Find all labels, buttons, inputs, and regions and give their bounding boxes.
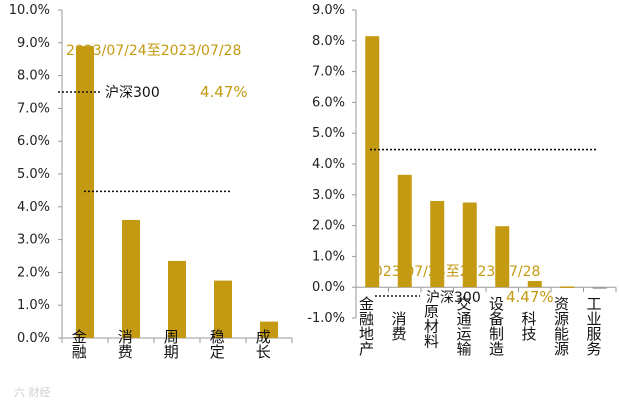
y-tick-label: 5.0% [17,167,50,182]
y-tick-label: 0.0% [17,331,50,346]
y-tick-label: 8.0% [17,69,50,84]
category-label: 稳定 [208,329,226,360]
category-label: 工业服务 [585,296,603,357]
category-label: 金融 [70,329,88,359]
bar-3 [430,200,445,288]
legend-value: 4.47% [200,83,248,101]
watermark-text: 六 财经 [14,385,51,399]
y-tick-label: 6.0% [312,95,345,110]
bar-2 [397,174,412,288]
legend-label: 沪深300 [426,290,481,306]
left-chart: 0.0% 1.0% 2.0% 3.0% 4.0% 5.0% 6.0% 7.0% 8.0% 9.0%… [9,3,293,360]
y-tick-label: 9.0% [17,36,50,51]
category-label: 科技 [520,311,538,342]
bar-4 [214,280,232,338]
y-tick-label: 4.0% [312,157,345,172]
y-tick-label: 6.0% [17,134,50,149]
y-tick-label: 9.0% [312,3,345,18]
bar-6 [527,281,542,288]
y-tick-label: 7.0% [312,65,345,80]
category-label: 消费 [116,329,134,359]
category-label: 周期 [162,329,180,360]
bar-2 [122,219,140,338]
category-label: 成长 [254,329,272,359]
y-tick-label: 5.0% [312,126,345,141]
y-tick-label: 10.0% [9,3,50,18]
category-label: 金融地产 [357,296,375,356]
category-label: 原材料 [422,304,440,349]
legend-label: 沪深300 [105,85,160,101]
right-chart: -1.0% 0.0% 1.0% 2.0% 3.0% 4.0% 5.0% 6.0% 7.0% 8.0… [307,3,617,357]
category-label: 消费 [390,311,408,341]
category-label: 设备制造 [487,296,505,357]
bar-5 [260,321,278,338]
bar-8 [592,287,607,289]
y-tick-label: 3.0% [312,188,345,203]
y-tick-label: 4.0% [17,200,50,215]
y-tick-label: 7.0% [17,101,50,116]
y-tick-label: 2.0% [17,265,50,280]
category-label: 交通运输 [455,295,473,356]
y-tick-label: -1.0% [307,311,345,326]
bar-1 [365,36,380,288]
y-tick-label: 1.0% [312,249,345,264]
category-label: 资源能源 [552,296,570,356]
bar-5 [495,226,510,288]
bar-4 [462,202,477,288]
y-tick-label: 0.0% [312,280,345,295]
y-tick-label: 8.0% [312,34,345,49]
bar-3 [168,260,186,338]
y-tick-label: 2.0% [312,219,345,234]
legend-value: 4.47% [506,288,554,306]
date-range-text: 2023/07/24至2023/07/28 [66,43,241,59]
y-tick-label: 1.0% [17,298,50,313]
bar-7 [560,286,575,288]
y-tick-label: 3.0% [17,233,50,248]
date-range-text: 2023/07/24至2023/07/28 [365,264,540,280]
